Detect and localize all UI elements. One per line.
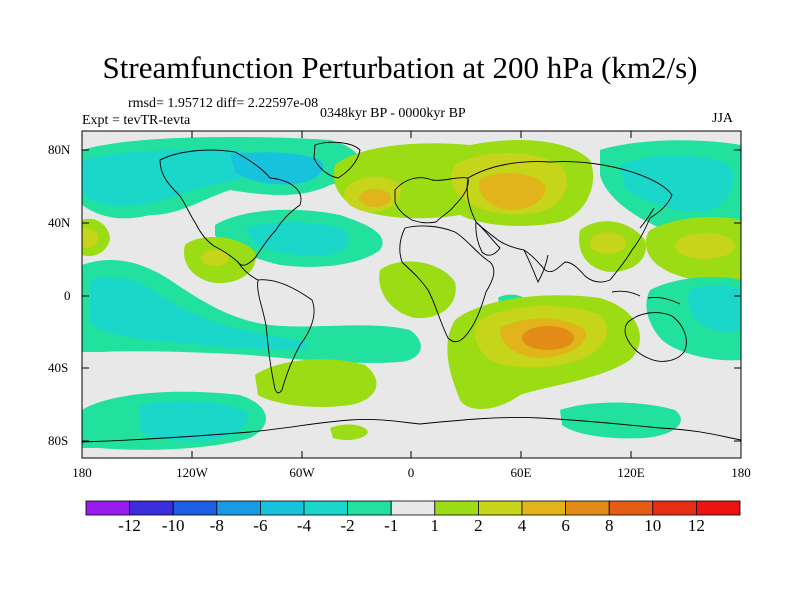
stats-text: rmsd= 1.95712 diff= 2.22597e-08: [128, 96, 319, 111]
colorbar-swatch: [652, 500, 697, 516]
pos-region-eurasia-core: [479, 173, 546, 210]
coast-europe: [394, 177, 469, 224]
colorbar-swatch: [85, 500, 130, 516]
neg-region-ne-asia-core: [620, 155, 734, 212]
colorbar-label: 4: [517, 516, 527, 535]
colorbar-label: -2: [340, 516, 355, 535]
colorbar-label: 10: [644, 516, 662, 535]
colorbar-swatch: [347, 500, 392, 516]
colorbar-swatch: [696, 500, 741, 516]
colorbar-swatch: [390, 500, 436, 516]
lon-tick-60w: 60W: [289, 465, 315, 480]
colorbar-label: -12: [118, 516, 141, 535]
pos-core-north-pacific-e: [675, 233, 735, 259]
colorbar-swatch: [521, 500, 566, 516]
neg-region-south-pacific-core: [140, 400, 249, 441]
lat-tick-0: 0: [64, 288, 71, 303]
pos-core-east-asia: [590, 232, 626, 254]
colorbar-swatch: [172, 500, 218, 516]
lon-tick-120w: 120W: [176, 465, 208, 480]
neg-region-tropical-pacific-core: [90, 276, 309, 350]
contour-field: [82, 137, 741, 450]
coast-africa: [399, 225, 495, 343]
coast-australia: [624, 312, 687, 362]
colorbar: [85, 500, 741, 516]
pos-core-europe: [359, 189, 391, 207]
coast-greenland: [313, 141, 361, 179]
colorbar-label: -4: [296, 516, 312, 535]
pos-region-south-america: [255, 359, 377, 407]
colorbar-label: 8: [604, 516, 614, 535]
season-label: JJA: [712, 111, 734, 126]
lat-tick-80n: 80N: [48, 142, 71, 157]
lat-tick-80s: 80S: [48, 433, 69, 448]
coast-central-america: [237, 261, 259, 281]
neg-region-north-pacific-core: [82, 149, 253, 207]
lon-tick-180w: 180: [72, 465, 92, 480]
colorbar-swatch: [259, 500, 305, 516]
lat-tick-40s: 40S: [48, 360, 69, 375]
map-frame: [81, 130, 742, 459]
pos-region-antarctic: [330, 424, 368, 440]
coast-india: [523, 249, 549, 284]
coast-arabia: [475, 221, 501, 256]
neg-region-southern-ocean: [560, 402, 681, 439]
lon-tick-120e: 120E: [617, 465, 645, 480]
colorbar-label: 6: [561, 516, 570, 535]
colorbar-swatch: [608, 500, 654, 516]
colorbar-swatch: [434, 500, 479, 516]
colorbar-label: -6: [253, 516, 268, 535]
neg-region-canada: [230, 152, 324, 185]
colorbar-swatch: [565, 500, 610, 516]
pos-core-central-america: [201, 250, 229, 266]
colorbar-label: -8: [209, 516, 224, 535]
lat-tick-40n: 40N: [48, 215, 71, 230]
colorbar-label: -10: [161, 516, 185, 535]
colorbar-label: 12: [687, 516, 705, 535]
plot-title: Streamfunction Perturbation at 200 hPa (…: [102, 50, 698, 85]
colorbar-label: 1: [430, 516, 440, 535]
colorbar-swatch: [303, 500, 348, 516]
colorbar-label: 2: [474, 516, 483, 535]
period-label: 0348kyr BP - 0000kyr BP: [320, 106, 466, 121]
coast-asia: [466, 161, 673, 283]
colorbar-swatch: [216, 500, 261, 516]
pos-core-south-indian: [522, 326, 574, 350]
colorbar-label: -1: [384, 516, 399, 535]
coast-south-america: [257, 279, 315, 394]
coast-north-america: [159, 149, 302, 266]
coast-antarctica: [82, 417, 741, 443]
lon-tick-0: 0: [407, 465, 415, 480]
experiment-label: Expt = tevTR-tevta: [82, 113, 191, 128]
pos-region-south-atlantic: [379, 261, 456, 319]
colorbar-swatch: [477, 500, 523, 516]
coast-indonesia: [611, 290, 681, 305]
neg-region-sw-pacific-core: [687, 285, 741, 332]
lon-tick-180e: 180: [731, 465, 751, 480]
pos-core-north-pacific-w: [82, 228, 98, 248]
lon-tick-60e: 60E: [510, 465, 532, 480]
coast-japan: [639, 207, 655, 229]
colorbar-swatch: [129, 500, 174, 516]
neg-region-atlantic-core: [245, 222, 349, 256]
coastlines: [82, 141, 741, 443]
